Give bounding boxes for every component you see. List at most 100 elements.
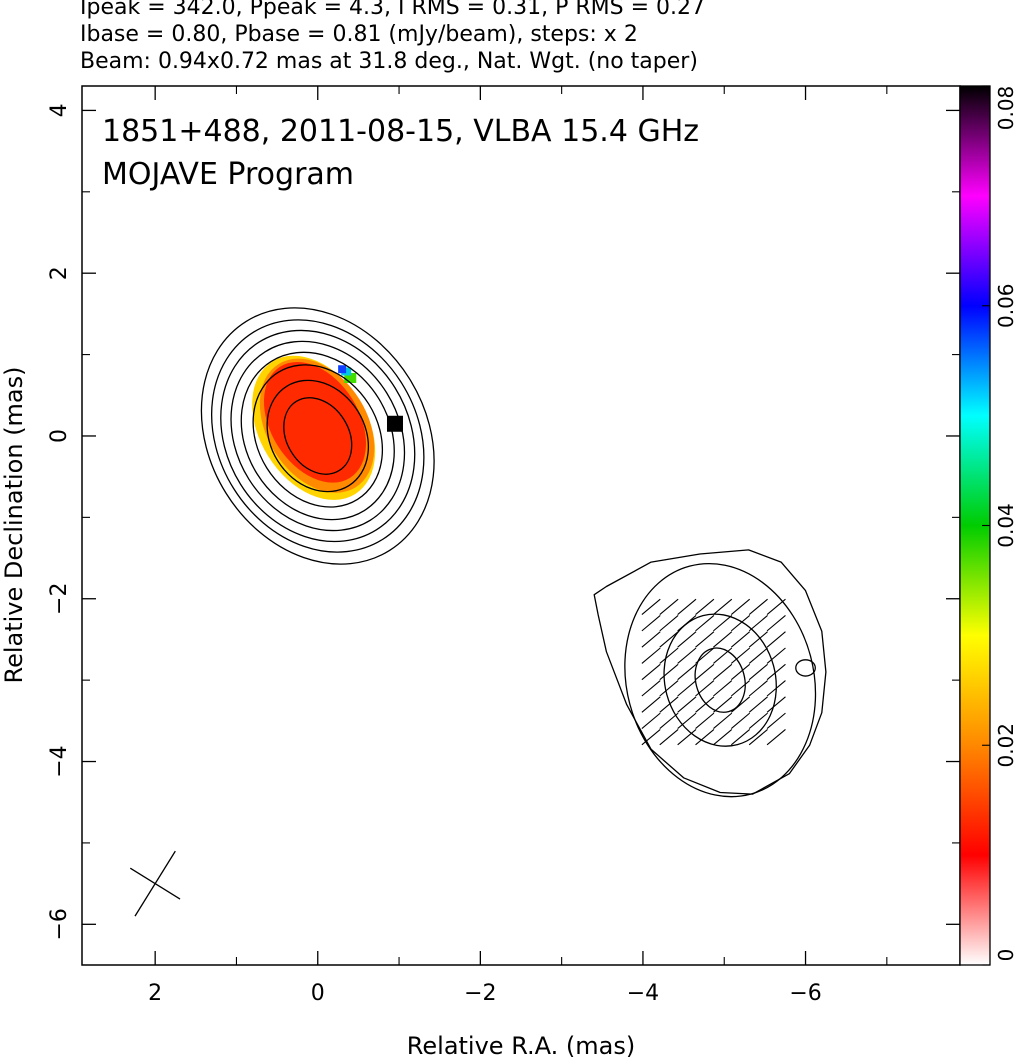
evpa-vector-42: [713, 680, 733, 697]
evpa-vector-55: [748, 598, 768, 616]
core-contour-2: [266, 379, 370, 493]
evpa-vector-58: [748, 647, 768, 664]
x-tick-label-2: −2: [464, 981, 496, 1006]
y-tick-label-5: −6: [47, 908, 72, 940]
evpa-vector-29: [695, 615, 715, 632]
evpa-vector-63: [748, 728, 768, 746]
evpa-vector-10: [659, 598, 679, 616]
pol-pixel-green: [344, 373, 357, 383]
core-contour-5: [230, 340, 406, 532]
colorbar-tick-label-3: 0.06: [994, 283, 1018, 328]
evpa-vector-57: [748, 631, 768, 648]
evpa-vector-6: [641, 680, 661, 697]
evpa-vector-56: [748, 615, 768, 632]
evpa-vector-27: [677, 728, 697, 746]
evpa-vector-64: [766, 598, 786, 616]
x-tick-label-0: 2: [148, 981, 162, 1006]
evpa-vector-16: [659, 696, 679, 713]
evpa-vector-70: [766, 696, 786, 713]
evpa-vector-72: [766, 728, 786, 746]
evpa-vector-11: [659, 615, 679, 632]
jet-contour-2: [663, 613, 777, 747]
evpa-vector-66: [766, 631, 786, 648]
y-tick-label-1: 2: [47, 266, 72, 280]
evpa-vector-18: [659, 728, 679, 746]
header-line-2: Ibase = 0.80, Pbase = 0.81 (mJy/beam), s…: [80, 22, 638, 47]
evpa-vector-62: [748, 712, 768, 729]
evpa-vector-7: [641, 696, 661, 713]
header-line-3: Beam: 0.94x0.72 mas at 31.8 deg., Nat. W…: [80, 49, 698, 74]
evpa-vector-14: [659, 663, 679, 681]
evpa-vector-44: [713, 712, 733, 729]
evpa-vector-49: [730, 647, 751, 664]
evpa-vector-67: [766, 647, 786, 664]
evpa-vector-1: [641, 598, 661, 616]
evpa-vector-51: [730, 680, 751, 697]
evpa-vector-30: [695, 631, 715, 648]
evpa-vector-21: [677, 631, 697, 648]
chart-subtitle: MOJAVE Program: [102, 157, 354, 192]
evpa-vector-65: [766, 615, 786, 632]
core-contour-6: [220, 329, 416, 543]
core-contour-3: [252, 364, 384, 508]
evpa-vector-71: [766, 712, 786, 729]
evpa-vector-45: [713, 728, 733, 746]
evpa-vector-19: [677, 598, 697, 616]
evpa-vector-38: [713, 615, 733, 632]
evpa-vector-25: [677, 696, 697, 713]
evpa-vector-31: [695, 647, 715, 664]
evpa-vector-37: [713, 598, 733, 616]
jet-contour-1: [694, 647, 746, 713]
evpa-vector-4: [641, 647, 661, 664]
evpa-vector-17: [659, 712, 679, 729]
colorbar-tick-label-0: 0: [994, 949, 1018, 962]
evpa-vector-9: [641, 728, 661, 746]
evpa-vector-28: [695, 598, 715, 616]
x-tick-label-4: −6: [789, 981, 821, 1006]
evpa-vector-40: [713, 647, 733, 664]
x-axis-label: Relative R.A. (mas): [407, 1032, 635, 1060]
evpa-vector-23: [677, 663, 697, 681]
y-axis-label: Relative Declination (mas): [0, 366, 28, 683]
plot-frame: [81, 85, 961, 966]
x-tick-label-3: −4: [627, 981, 659, 1006]
jet-contour-side: [795, 659, 816, 677]
evpa-vector-8: [641, 712, 661, 729]
chart-title: 1851+488, 2011-08-15, VLBA 15.4 GHz: [102, 114, 699, 149]
evpa-vector-43: [713, 696, 733, 713]
colorbar-tick-label-1: 0.02: [994, 723, 1018, 768]
evpa-vector-69: [766, 680, 786, 697]
evpa-vector-5: [641, 663, 661, 681]
evpa-vector-32: [695, 663, 715, 681]
evpa-vector-41: [713, 663, 733, 681]
header-line-1: Ipeak = 342.0, Ppeak = 4.3, I RMS = 0.31…: [80, 0, 705, 20]
evpa-vector-60: [748, 680, 768, 697]
evpa-vector-15: [659, 680, 679, 697]
pol-pixel-cyan: [341, 367, 352, 376]
colorbar-tick-label-4: 0.08: [994, 86, 1018, 131]
jet-contour-3: [624, 562, 817, 798]
x-tick-label-1: 0: [311, 981, 325, 1006]
evpa-vector-24: [677, 680, 697, 697]
evpa-vector-39: [713, 631, 733, 648]
evpa-vector-13: [659, 647, 679, 664]
evpa-vector-50: [730, 663, 751, 681]
evpa-vector-12: [659, 631, 679, 648]
y-tick-label-0: 4: [47, 103, 72, 117]
colorbar-tick-label-2: 0.04: [994, 503, 1018, 548]
evpa-vector-46: [730, 598, 751, 616]
pol-pixel-blue: [338, 365, 347, 374]
y-tick-label-3: −2: [47, 583, 72, 615]
y-tick-label-2: 0: [47, 429, 72, 443]
evpa-vector-48: [730, 631, 751, 648]
jet-contour-outer: [593, 549, 827, 795]
evpa-vector-52: [730, 696, 751, 713]
evpa-vector-26: [677, 712, 697, 729]
evpa-vector-20: [677, 615, 697, 632]
evpa-vector-22: [677, 647, 697, 664]
beam-marker: [129, 850, 181, 917]
evpa-vector-33: [695, 680, 715, 697]
y-tick-label-4: −4: [47, 745, 72, 777]
evpa-vector-35: [695, 712, 715, 729]
